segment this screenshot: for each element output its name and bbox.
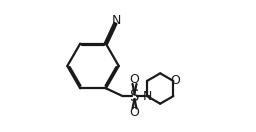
Text: S: S — [130, 89, 139, 104]
Text: O: O — [130, 73, 140, 86]
Text: O: O — [170, 74, 180, 87]
Text: N: N — [111, 14, 121, 27]
Text: N: N — [142, 90, 152, 103]
Text: O: O — [130, 106, 140, 119]
